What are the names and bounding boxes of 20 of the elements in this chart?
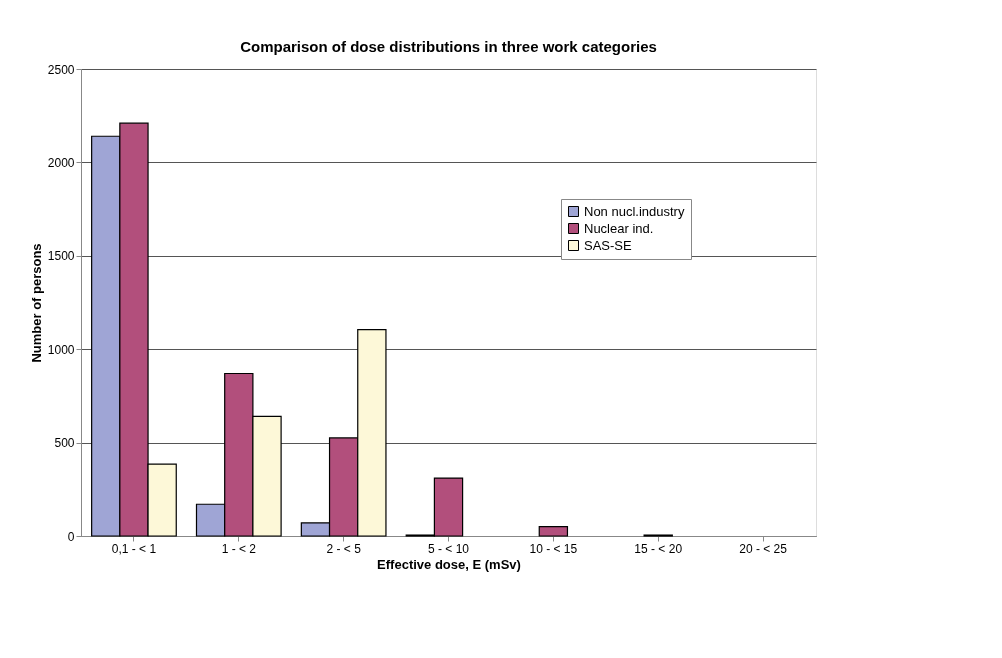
x-tick-label: 5 - < 10 [427, 541, 470, 556]
y-tick-label: 1500 [47, 249, 75, 264]
bar [538, 526, 569, 537]
x-tick-label: 2 - < 5 [326, 541, 362, 556]
x-tick-label: 10 - < 15 [529, 541, 578, 556]
y-tick-label: 2500 [47, 62, 75, 77]
legend-label: SAS-SE [584, 237, 633, 253]
x-tick-label: 15 - < 20 [634, 541, 683, 556]
x-axis-title: Effective dose, E (mSv) [377, 556, 521, 572]
y-tick-label: 0 [67, 529, 75, 544]
x-tick-label: 1 - < 2 [221, 541, 257, 556]
y-tick-label: 2000 [47, 155, 75, 170]
y-axis-title: Number of persons [28, 243, 44, 363]
legend-label: Nuclear ind. [584, 220, 654, 236]
x-tick-label: 20 - < 25 [739, 541, 788, 556]
chart-title: Comparison of dose distributions in three work categories [240, 38, 657, 55]
x-tick-label: 0,1 - < 1 [111, 541, 157, 556]
y-tick-label: 500 [54, 436, 75, 451]
y-tick-label: 1000 [47, 342, 75, 357]
legend-label: Non nucl.industry [584, 203, 685, 219]
